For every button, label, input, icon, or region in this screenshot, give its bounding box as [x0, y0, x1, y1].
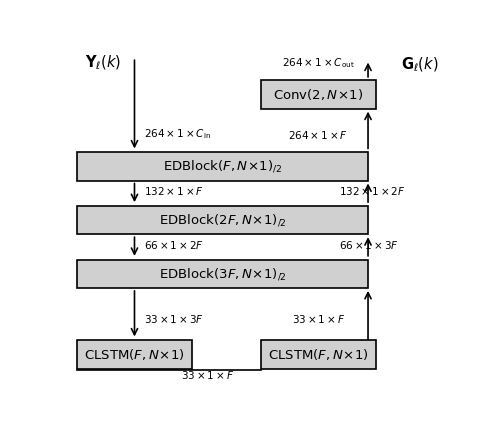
Text: $\mathrm{EDBlock}(F, N\!\times\! 1)_{/2}$: $\mathrm{EDBlock}(F, N\!\times\! 1)_{/2}… — [163, 159, 282, 174]
Text: $132 \times 1 \times F$: $132 \times 1 \times F$ — [144, 184, 204, 197]
Text: $\mathrm{CLSTM}(F, N\!\times\! 1)$: $\mathrm{CLSTM}(F, N\!\times\! 1)$ — [84, 347, 185, 362]
Text: $264 \times 1 \times C_{\mathrm{out}}$: $264 \times 1 \times C_{\mathrm{out}}$ — [282, 56, 355, 70]
FancyBboxPatch shape — [77, 152, 368, 181]
FancyBboxPatch shape — [77, 259, 368, 288]
Text: $33 \times 1 \times F$: $33 \times 1 \times F$ — [180, 369, 234, 382]
Text: $264 \times 1 \times F$: $264 \times 1 \times F$ — [288, 129, 348, 140]
Text: $264 \times 1 \times C_{\mathrm{in}}$: $264 \times 1 \times C_{\mathrm{in}}$ — [144, 128, 211, 141]
Text: $\mathrm{EDBlock}(3F, N\!\times\! 1)_{/2}$: $\mathrm{EDBlock}(3F, N\!\times\! 1)_{/2… — [159, 266, 287, 282]
FancyBboxPatch shape — [261, 80, 375, 109]
Text: $66 \times 1 \times 3F$: $66 \times 1 \times 3F$ — [339, 239, 399, 252]
Text: $\mathrm{EDBlock}(2F, N\!\times\! 1)_{/2}$: $\mathrm{EDBlock}(2F, N\!\times\! 1)_{/2… — [159, 212, 287, 228]
Text: $\mathbf{G}_{\ell}(k)$: $\mathbf{G}_{\ell}(k)$ — [401, 56, 438, 74]
Text: $132 \times 1 \times 2F$: $132 \times 1 \times 2F$ — [339, 184, 406, 197]
FancyBboxPatch shape — [77, 206, 368, 235]
Text: $\mathrm{CLSTM}(F, N\!\times\! 1)$: $\mathrm{CLSTM}(F, N\!\times\! 1)$ — [268, 347, 369, 362]
Text: $\mathrm{Conv}(2, N\!\times\! 1)$: $\mathrm{Conv}(2, N\!\times\! 1)$ — [273, 87, 364, 102]
FancyBboxPatch shape — [77, 340, 192, 369]
Text: $66 \times 1 \times 2F$: $66 \times 1 \times 2F$ — [144, 239, 204, 252]
Text: $33 \times 1 \times F$: $33 \times 1 \times F$ — [291, 313, 345, 325]
Text: $33 \times 1 \times 3F$: $33 \times 1 \times 3F$ — [144, 313, 204, 325]
Text: $\mathbf{Y}_{\ell}(k)$: $\mathbf{Y}_{\ell}(k)$ — [85, 54, 121, 72]
FancyBboxPatch shape — [261, 340, 375, 369]
